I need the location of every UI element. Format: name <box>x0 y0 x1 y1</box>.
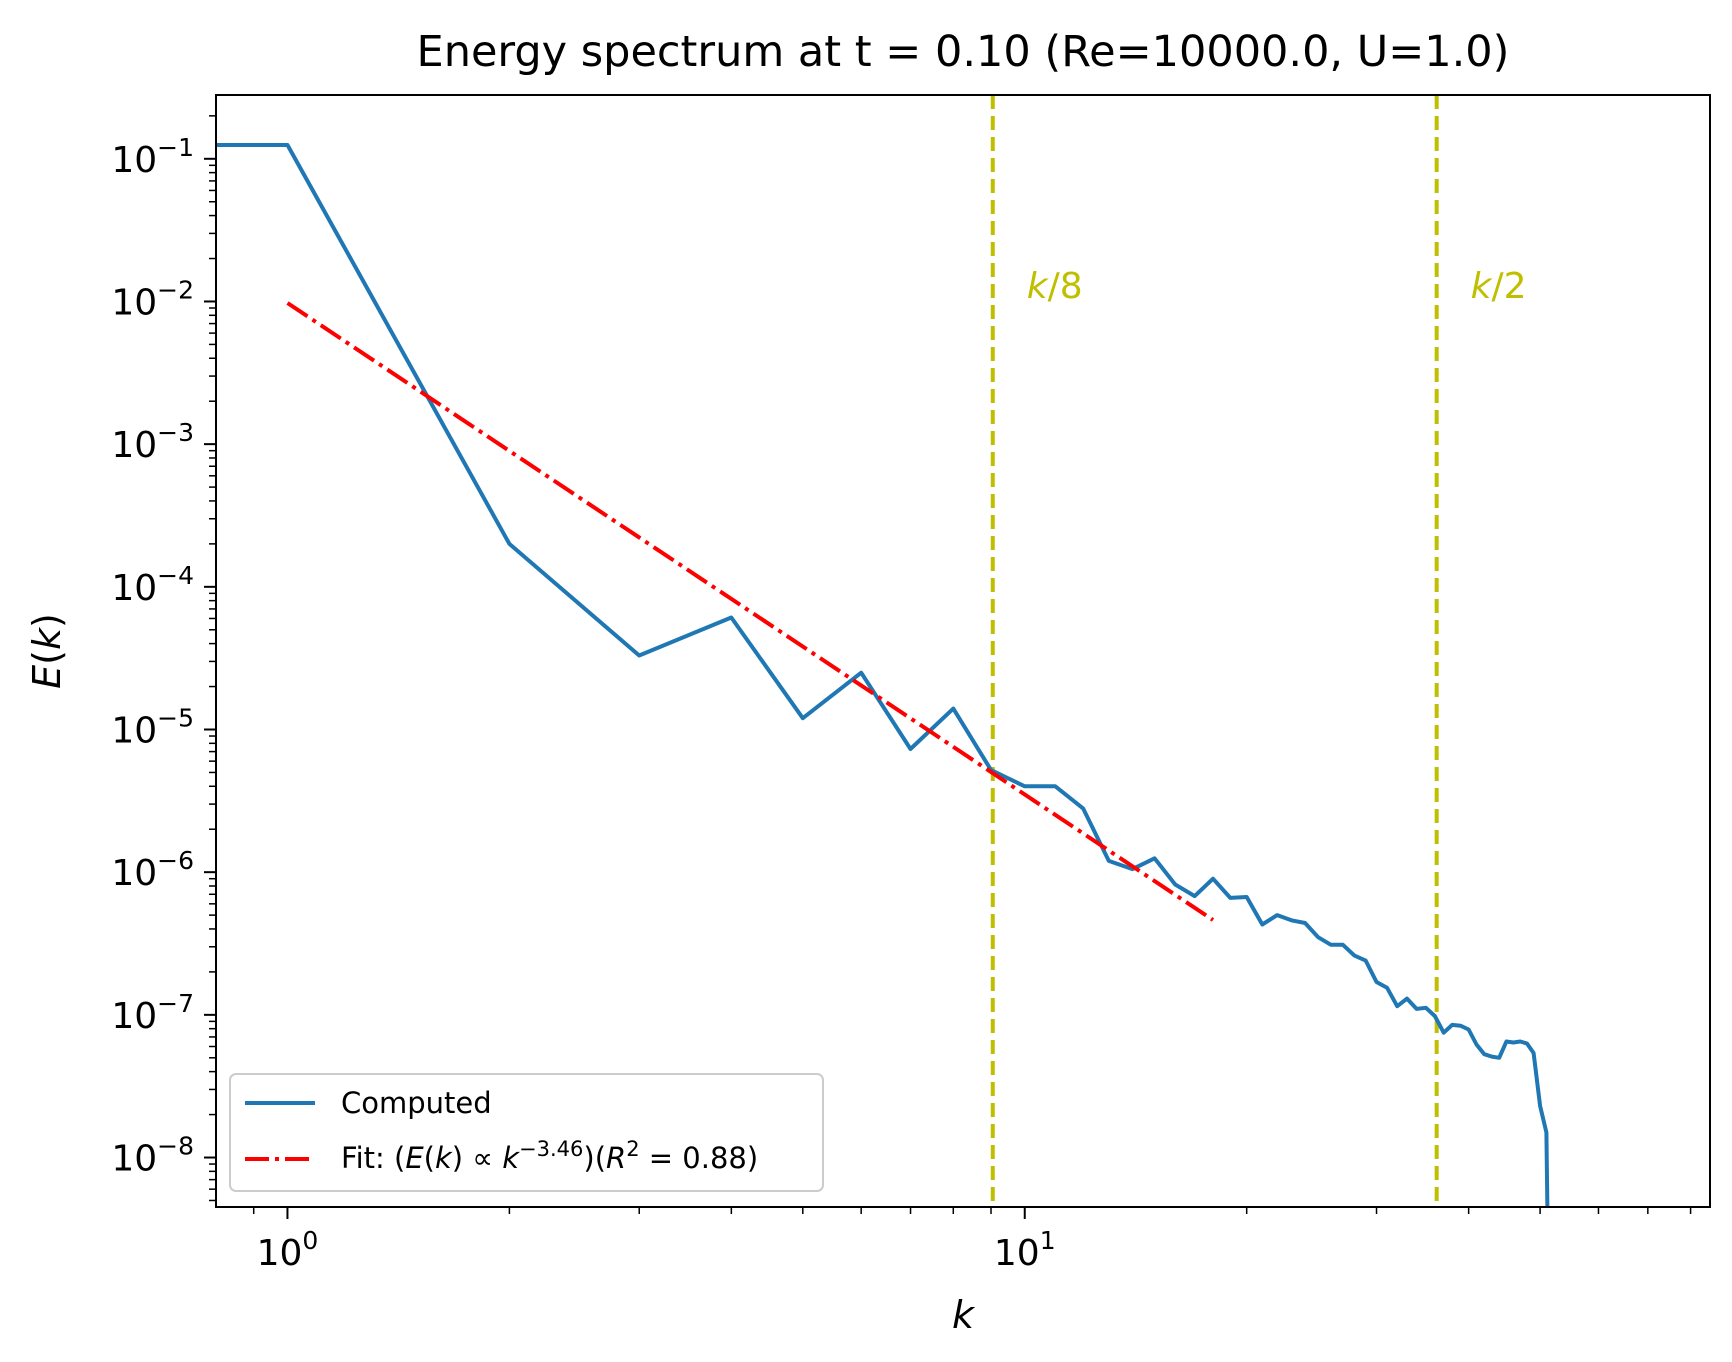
y-tick-labels: 10−1 10−2 10−3 10−4 10−5 10−6 10−7 10−8 <box>111 133 194 1180</box>
reference-vline-label: k/2 <box>1471 266 1527 307</box>
plot-frame <box>215 94 1711 1208</box>
y-tick-label: 10−3 <box>111 418 194 466</box>
y-axis-label-group: E(k) <box>25 613 69 689</box>
minor-ticks <box>209 115 1692 1214</box>
reference-line-labels: k/8 k/2 <box>1027 266 1527 307</box>
series-fit-line <box>286 301 1215 922</box>
series-layer <box>216 143 1550 1207</box>
x-tick-labels: 100 101 <box>257 1226 1056 1274</box>
legend-label-fit: Fit: (E(k) ∝ k−3.46)(R2 = 0.88) <box>341 1137 758 1175</box>
legend: Computed Fit: (E(k) ∝ k−3.46)(R2 = 0.88) <box>229 1073 824 1192</box>
y-tick-label: 10−4 <box>111 561 194 609</box>
y-tick-label: 10−1 <box>111 133 194 181</box>
y-tick-label: 10−7 <box>111 989 194 1037</box>
y-tick-label: 10−6 <box>111 846 194 894</box>
x-tick-label: 100 <box>257 1226 319 1274</box>
chart-title: Energy spectrum at t = 0.10 (Re=10000.0,… <box>417 27 1510 77</box>
y-axis-label: E(k) <box>25 613 69 689</box>
legend-box <box>229 1073 824 1192</box>
y-tick-label: 10−5 <box>111 703 194 751</box>
x-tick-label: 101 <box>994 1226 1056 1274</box>
major-ticks <box>204 157 1026 1219</box>
x-axis-label: k <box>952 1293 976 1337</box>
legend-label-computed: Computed <box>341 1086 492 1120</box>
series-computed-line <box>216 143 1550 1207</box>
reference-vline-label: k/8 <box>1027 266 1083 307</box>
y-tick-label: 10−2 <box>111 275 194 323</box>
plot-area <box>216 95 1550 1207</box>
y-tick-label: 10−8 <box>111 1132 194 1180</box>
